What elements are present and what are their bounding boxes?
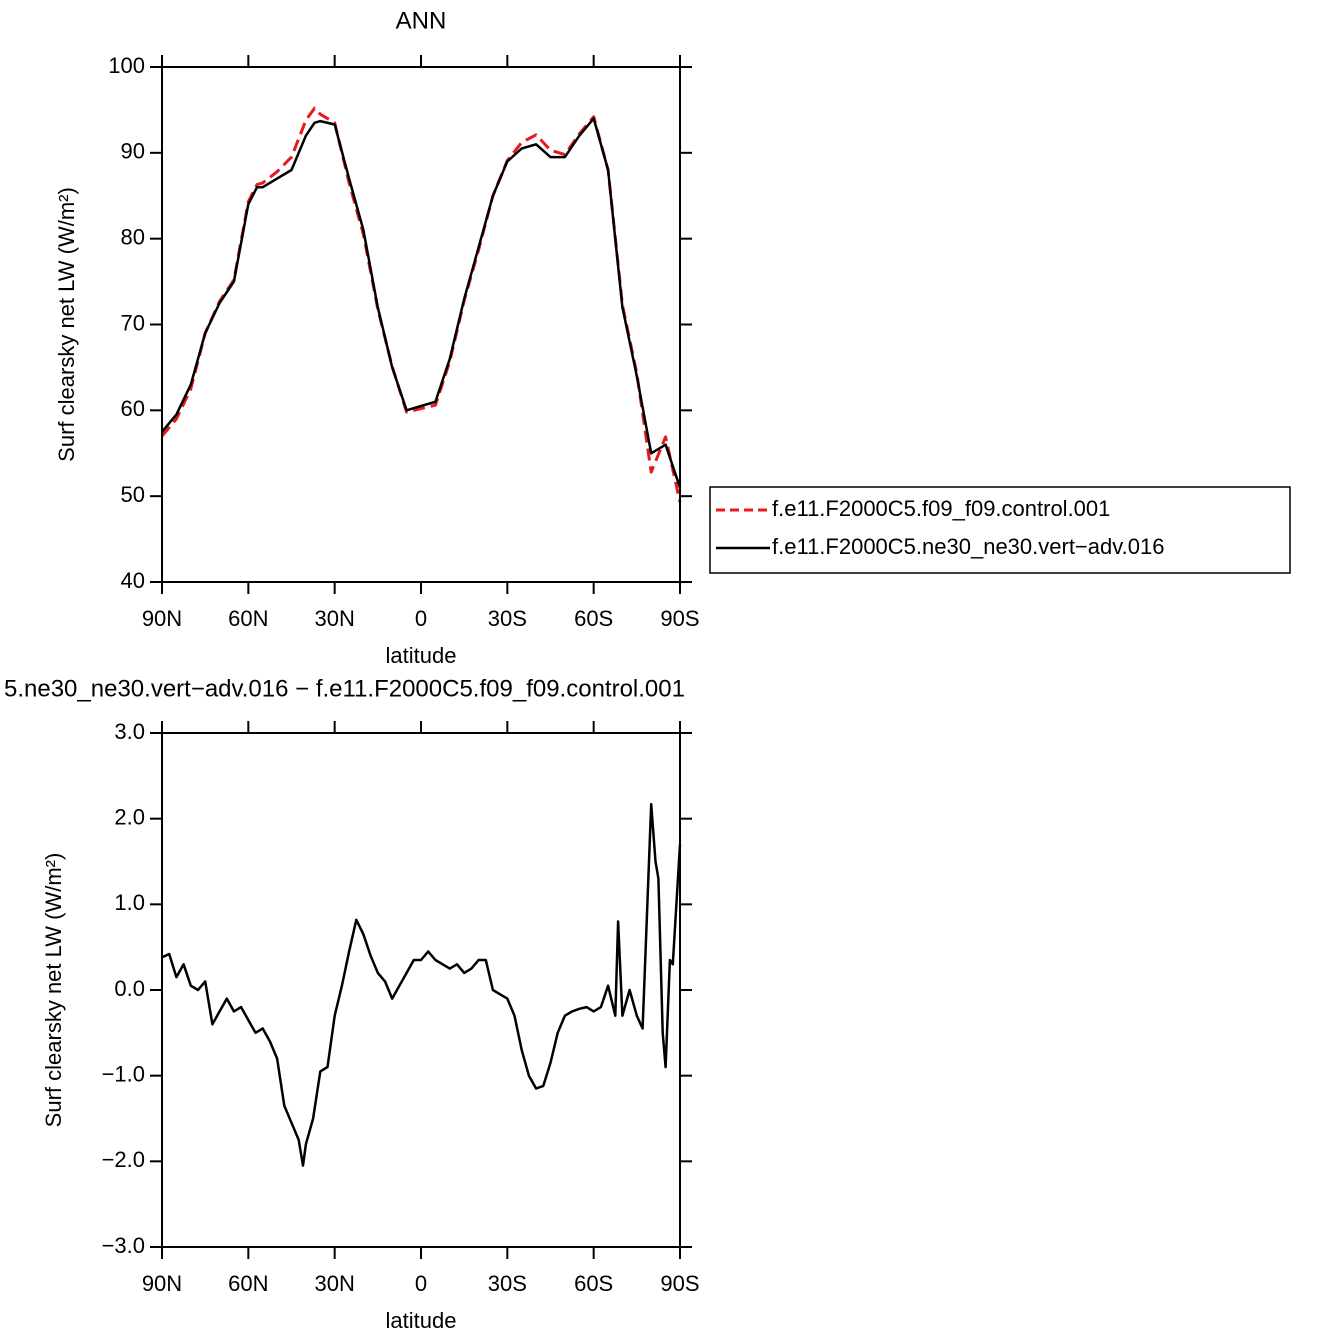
y-tick-label: 70 xyxy=(121,310,145,335)
y-tick-label: 40 xyxy=(121,568,145,593)
x-tick-label: 60S xyxy=(574,1271,613,1296)
x-tick-label: 30N xyxy=(314,1271,354,1296)
y-tick-label: 0.0 xyxy=(114,976,145,1001)
data-line xyxy=(160,106,682,503)
x-tick-label: 90N xyxy=(142,606,182,631)
y-tick-label: 2.0 xyxy=(114,804,145,829)
x-tick-label: 0 xyxy=(415,606,427,631)
x-tick-label: 90N xyxy=(142,1271,182,1296)
y-tick-label: −2.0 xyxy=(102,1147,145,1172)
y-tick-label: 100 xyxy=(108,53,145,78)
legend-box xyxy=(709,486,1291,574)
y-tick-label: 90 xyxy=(121,139,145,164)
x-tick-label: 90S xyxy=(660,1271,699,1296)
y-axis-label: Surf clearsky net LW (W/m²) xyxy=(54,187,79,462)
y-tick-label: 80 xyxy=(121,224,145,249)
x-axis-label: latitude xyxy=(386,643,457,668)
data-line xyxy=(161,117,682,488)
x-tick-label: 60S xyxy=(574,606,613,631)
legend-label: f.e11.F2000C5.ne30_ne30.vert−adv.016 xyxy=(772,534,1164,559)
x-tick-label: 60N xyxy=(228,1271,268,1296)
chart-title: 5.ne30_ne30.vert−adv.016 − f.e11.F2000C5… xyxy=(4,675,685,702)
x-tick-label: 30N xyxy=(314,606,354,631)
x-tick-label: 30S xyxy=(488,1271,527,1296)
data-line xyxy=(161,802,682,1167)
plot-frame xyxy=(161,66,681,583)
y-tick-label: 3.0 xyxy=(114,719,145,744)
x-tick-label: 90S xyxy=(660,606,699,631)
legend: f.e11.F2000C5.f09_f09.control.001 f.e11.F… xyxy=(709,486,1291,574)
x-tick-label: 60N xyxy=(228,606,268,631)
y-axis-label: Surf clearsky net LW (W/m²) xyxy=(41,853,66,1128)
y-tick-label: −3.0 xyxy=(102,1233,145,1258)
x-tick-label: 0 xyxy=(415,1271,427,1296)
y-tick-label: 1.0 xyxy=(114,890,145,915)
chart-title: ANN xyxy=(396,7,447,34)
y-tick-label: −1.0 xyxy=(102,1061,145,1086)
x-axis-label: latitude xyxy=(386,1308,457,1333)
y-tick-label: 50 xyxy=(121,482,145,507)
y-tick-label: 60 xyxy=(121,396,145,421)
legend-label: f.e11.F2000C5.f09_f09.control.001 xyxy=(772,496,1110,521)
plot-frame xyxy=(161,732,681,1248)
x-tick-label: 30S xyxy=(488,606,527,631)
